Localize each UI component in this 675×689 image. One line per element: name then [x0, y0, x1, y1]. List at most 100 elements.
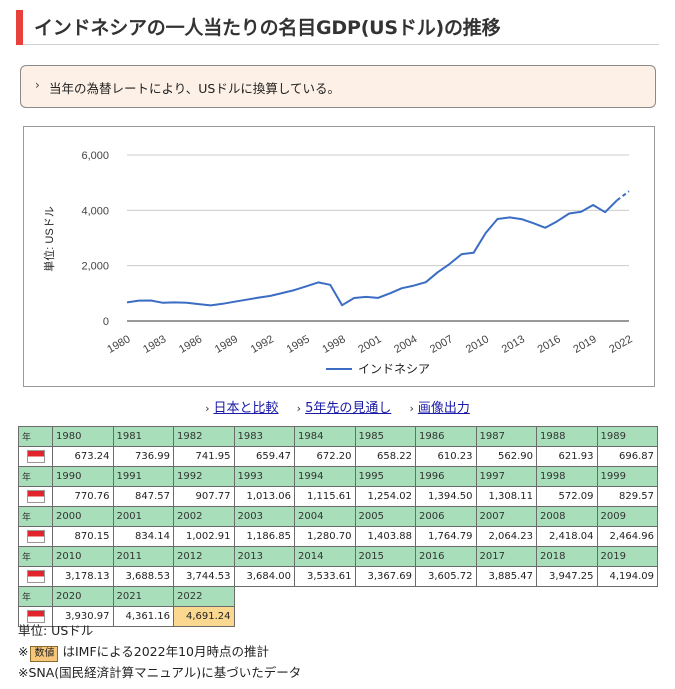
x-tick-label: 1980: [105, 333, 132, 356]
x-tick-label: 2019: [571, 333, 598, 356]
value-cell: 1,403.88: [354, 526, 416, 547]
year-cell: 2002: [173, 506, 235, 527]
year-cell: 2007: [475, 506, 537, 527]
sna-note: ※SNA(国民経済計算マニュアル)に基づいたデータ: [18, 665, 302, 680]
page-title: インドネシアの一人当たりの名目GDP(USドル)の推移: [34, 17, 501, 39]
value-cell: 1,115.61: [294, 486, 356, 507]
x-tick-label: 2013: [500, 333, 527, 356]
y-axis-label: 単位: USドル: [42, 206, 56, 271]
y-tick-label: 2,000: [81, 261, 109, 273]
value-cell: 672.20: [294, 446, 356, 467]
value-cell: 1,013.06: [233, 486, 295, 507]
year-header-row: 年 2020 2021 2022: [18, 586, 658, 607]
year-cell: 1998: [536, 466, 598, 487]
year-cell: 1986: [415, 426, 477, 447]
value-cell: 610.23: [415, 446, 477, 467]
flag-cell: [18, 606, 53, 627]
year-cell: 1984: [294, 426, 356, 447]
value-cell: 3,930.97: [52, 606, 114, 627]
year-cell: 2000: [52, 506, 114, 527]
value-cell: 696.87: [596, 446, 658, 467]
estimate-note-prefix: ※: [18, 644, 29, 659]
year-cell: 1996: [415, 466, 477, 487]
year-cell: 2019: [596, 546, 658, 567]
x-tick-label: 1986: [177, 333, 204, 356]
x-tick-label: 2007: [428, 333, 455, 356]
value-cell: 4,691.24: [173, 606, 235, 627]
year-cell: 1990: [52, 466, 114, 487]
year-cell: 2022: [173, 586, 235, 607]
value-cell: 621.93: [536, 446, 598, 467]
year-cell: 2015: [354, 546, 416, 567]
x-tick-label: 1992: [249, 333, 276, 356]
value-row: 673.24 736.99 741.95 659.47 672.20 658.22 610.…: [18, 446, 658, 467]
chevron-right-icon: ›: [35, 78, 40, 92]
value-cell: 4,361.16: [112, 606, 174, 627]
year-cell: 2010: [52, 546, 114, 567]
value-cell: 659.47: [233, 446, 295, 467]
x-tick-label: 2022: [607, 333, 634, 356]
indonesia-flag-icon: [26, 570, 45, 583]
year-cell: 1987: [475, 426, 537, 447]
year-label-cell: 年: [18, 586, 53, 607]
indonesia-flag-icon: [26, 490, 45, 503]
year-cell: 2018: [536, 546, 598, 567]
year-cell: 2017: [475, 546, 537, 567]
value-cell: 1,308.11: [475, 486, 537, 507]
year-label-cell: 年: [18, 546, 53, 567]
value-cell: 870.15: [52, 526, 114, 547]
chevron-right-icon: ›: [409, 402, 414, 415]
year-cell: 2006: [415, 506, 477, 527]
chart-frame: 0 2,000 4,000 6,000 1980 1983 1986 1989 1992 199…: [23, 126, 655, 387]
value-cell: 562.90: [475, 446, 537, 467]
year-cell: 1995: [354, 466, 416, 487]
year-cell: 2005: [354, 506, 416, 527]
value-cell: 741.95: [173, 446, 235, 467]
year-cell: 1992: [173, 466, 235, 487]
image-export-link[interactable]: › 画像出力: [409, 401, 470, 416]
unit-note: 単位: USドル: [18, 623, 94, 638]
note-box: › 当年の為替レートにより、USドルに換算している。: [20, 65, 656, 108]
year-label-cell: 年: [18, 426, 53, 447]
value-cell: 834.14: [112, 526, 174, 547]
year-cell: 2001: [112, 506, 174, 527]
indonesia-flag-icon: [26, 450, 45, 463]
x-tick-label: 2004: [392, 333, 419, 356]
estimate-badge: 数値: [30, 646, 59, 662]
value-cell: 736.99: [112, 446, 174, 467]
value-row: 870.15 834.14 1,002.91 1,186.85 1,280.70 1,40…: [18, 526, 658, 547]
year-cell: 1989: [596, 426, 658, 447]
x-tick-label: 2010: [464, 333, 491, 356]
year-cell: 1988: [536, 426, 598, 447]
x-tick-label: 1998: [320, 333, 347, 356]
title-bar: インドネシアの一人当たりの名目GDP(USドル)の推移: [16, 10, 659, 45]
value-cell: 3,605.72: [415, 566, 477, 587]
year-cell: 2021: [112, 586, 174, 607]
year-cell: 1999: [596, 466, 658, 487]
value-cell: 1,186.85: [233, 526, 295, 547]
year-cell: 1981: [112, 426, 174, 447]
year-header-row: 年 2010 2011 2012 2013 2014 2015 2016 2017 2018 201…: [18, 546, 658, 567]
flag-cell: [18, 566, 53, 587]
value-cell: 847.57: [112, 486, 174, 507]
legend-label: インドネシア: [358, 362, 430, 376]
value-cell: 2,418.04: [536, 526, 598, 547]
flag-cell: [18, 526, 53, 547]
x-tick-label: 1995: [285, 333, 312, 356]
year-cell: 2008: [536, 506, 598, 527]
estimate-note: ※ 数値 はIMFによる2022年10月時点の推計: [18, 641, 269, 662]
value-row: 3,930.97 4,361.16 4,691.24: [18, 606, 658, 627]
compare-japan-link[interactable]: › 日本と比較: [205, 401, 279, 416]
value-cell: 572.09: [536, 486, 598, 507]
x-tick-label: 2016: [536, 333, 563, 356]
year-cell: 2009: [596, 506, 658, 527]
value-cell: 1,280.70: [294, 526, 356, 547]
year-cell: 2016: [415, 546, 477, 567]
value-cell: 3,367.69: [354, 566, 416, 587]
five-year-outlook-link[interactable]: › 5年先の見通し: [296, 401, 392, 416]
estimate-note-text: はIMFによる2022年10月時点の推計: [62, 644, 269, 659]
value-row: 3,178.13 3,688.53 3,744.53 3,684.00 3,533.61…: [18, 566, 658, 587]
year-header-row: 年 2000 2001 2002 2003 2004 2005 2006 2007 2008 200…: [18, 506, 658, 527]
year-cell: 2012: [173, 546, 235, 567]
value-cell: 3,885.47: [475, 566, 537, 587]
